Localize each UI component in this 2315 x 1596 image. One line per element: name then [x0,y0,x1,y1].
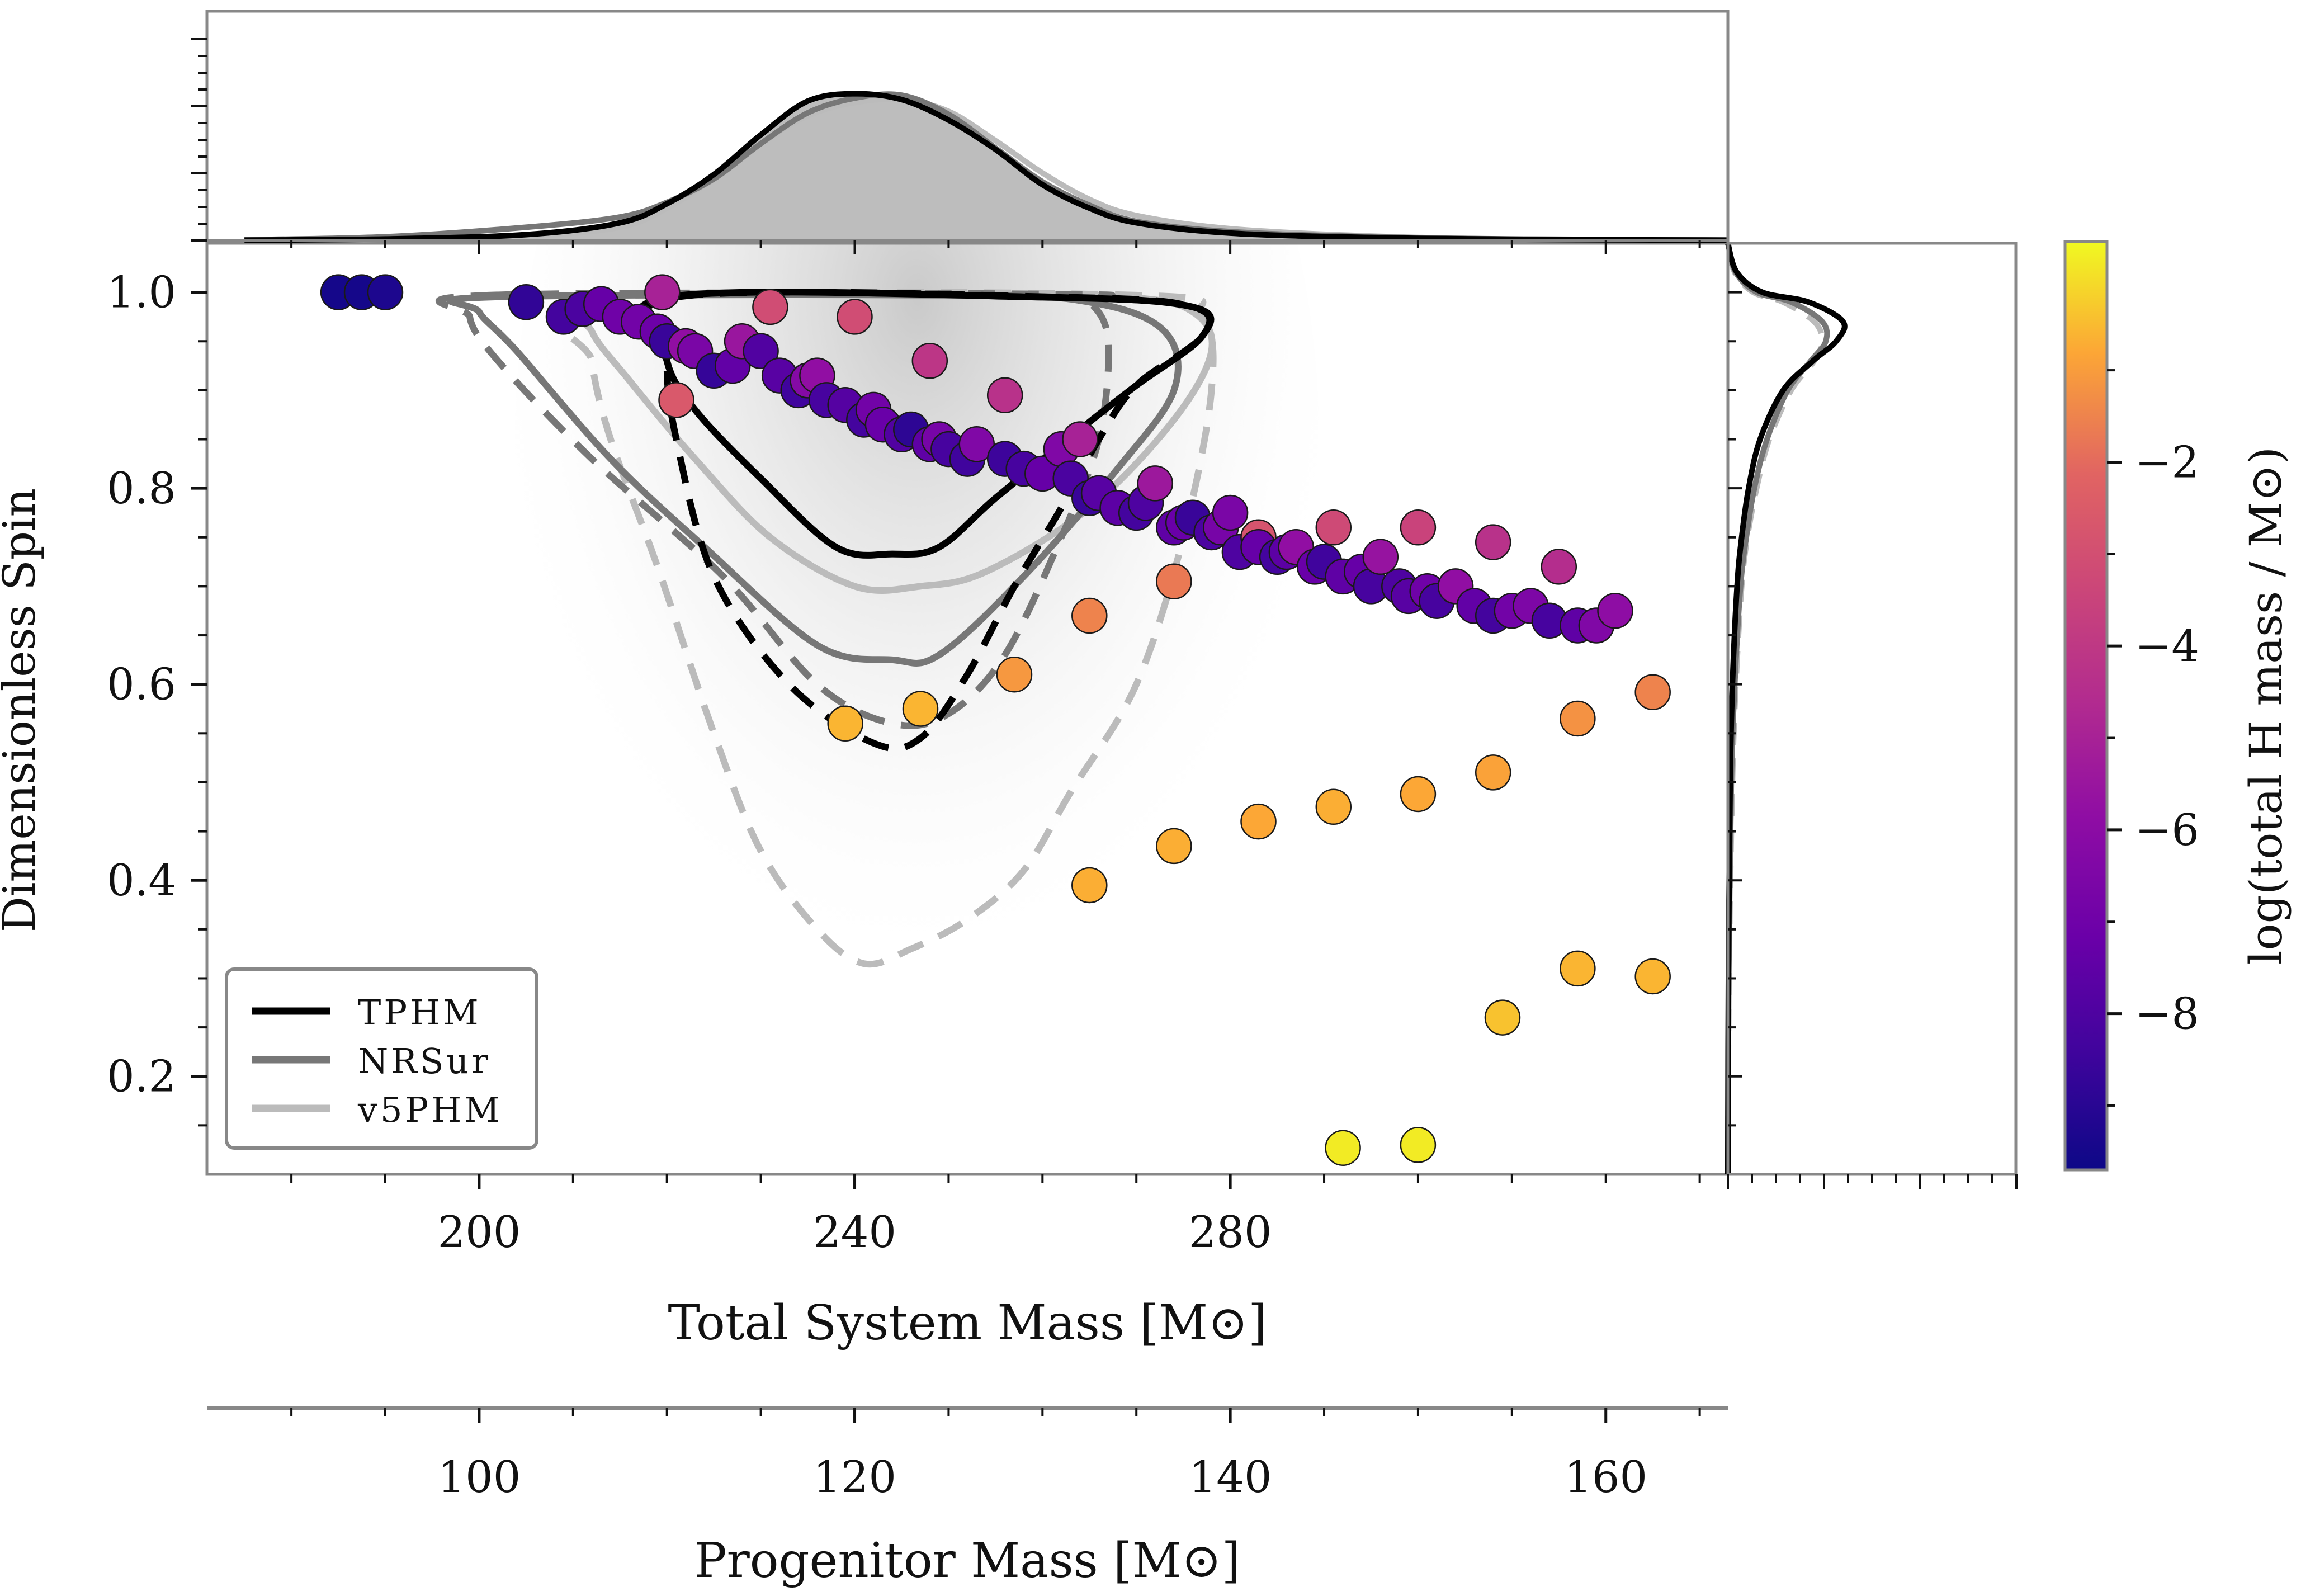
y-tick-label: 0.6 [107,660,176,710]
data-point [1560,700,1596,737]
main-axes: 200 240 280 0.2 0.4 0.6 0.8 1.0 Total System Ma… [0,242,1730,1351]
top-marginal-curves [244,91,1728,243]
data-point [1400,509,1437,546]
top-marginal-fill [244,93,1728,240]
legend-label-v5phm: v5PHM [357,1089,503,1130]
secondary-x-tick-label: 120 [813,1452,896,1503]
data-point [644,274,681,310]
contour-50-tphm [635,289,1215,559]
data-point [1475,754,1511,791]
top-marginal [191,10,1730,254]
top-marginal-ticks [191,38,1701,254]
colorbar-tick-label: −8 [2135,989,2199,1040]
secondary-x-tick-label: 140 [1189,1452,1272,1503]
data-point [1071,867,1108,904]
colorbar-tick-label: −6 [2135,805,2199,856]
x-axis-label: Total System Mass [M⊙] [668,1295,1267,1351]
density-shading [514,243,1320,1063]
contour-90-nrsur [435,289,1116,729]
data-point [1240,803,1277,840]
right-marginal-curves [1725,242,1848,1175]
right-marginal [1725,242,2018,1189]
secondary-ticks: 100 120 140 160 [290,1408,1701,1503]
colorbar-label: log(total H mass / M⊙) [2240,447,2292,965]
scatter-layer [320,274,1671,1166]
data-point [1634,958,1671,995]
y-tick-label: 0.8 [107,464,176,514]
data-point [1071,597,1108,634]
data-point [1137,465,1174,502]
x-tick-label: 200 [437,1207,521,1258]
legend-label-nrsur: NRSur [358,1041,491,1082]
data-point [508,284,545,320]
data-point [658,382,694,418]
data-point [1315,788,1352,825]
data-point [911,343,948,379]
data-point [958,426,995,462]
data-point [986,377,1023,413]
legend: TPHM NRSur v5PHM [225,967,538,1150]
y-tick-label: 0.2 [107,1052,176,1102]
secondary-x-axis: 100 120 140 160 Progenitor Mass [M⊙] [207,1406,1728,1589]
y-tick-label: 0.4 [107,856,176,906]
data-point [1062,421,1098,457]
data-point [1212,494,1249,531]
right-marginal-ticks [1727,291,2018,1189]
colorbar-ticks: −2 −4 −6 −8 [2107,369,2199,1107]
colorbar-tick-label: −4 [2135,621,2199,672]
y-tick-label: 1.0 [107,268,176,318]
data-point [1362,539,1399,575]
data-point [1156,828,1192,865]
data-point [827,705,863,742]
main-ticks: 200 240 280 0.2 0.4 0.6 0.8 1.0 [107,268,1701,1258]
data-point [1541,549,1577,585]
data-point [1484,999,1521,1036]
data-point [1315,509,1352,546]
colorbar-gradient [2063,240,2109,1172]
data-point [1325,1130,1361,1166]
data-point [367,274,404,310]
right-marginal-curve-tphm [1725,242,1848,1175]
contour-layer [435,289,1217,968]
data-point [1597,592,1633,629]
data-point [743,333,779,370]
top-marginal-curve-tphm [244,91,1728,243]
data-point [1156,563,1192,599]
data-point [996,656,1033,693]
data-point [1400,776,1437,813]
data-point [1475,524,1511,560]
right-marginal-curve-v5phm [1725,242,1825,1175]
data-point [1560,950,1596,987]
right-marginal-curve-nrsur [1725,242,1830,1175]
data-point [837,299,873,335]
x-tick-label: 280 [1189,1207,1272,1258]
data-point [1400,1127,1437,1163]
right-marginal-frame [1726,242,2018,1176]
data-point [902,691,939,727]
x-tick-label: 240 [813,1207,896,1258]
colorbar: −2 −4 −6 −8 log(total H mass / M⊙) [2063,240,2292,1172]
secondary-x-axis-label: Progenitor Mass [M⊙] [694,1533,1241,1589]
data-point [752,289,788,325]
top-marginal-frame [205,10,1730,242]
secondary-x-tick-label: 100 [437,1452,521,1503]
colorbar-tick-label: −2 [2135,437,2199,488]
secondary-x-tick-label: 160 [1564,1452,1647,1503]
y-axis-label: Dimensionless Spin [0,488,45,932]
legend-label-tphm: TPHM [358,992,481,1033]
data-point [1634,674,1671,710]
